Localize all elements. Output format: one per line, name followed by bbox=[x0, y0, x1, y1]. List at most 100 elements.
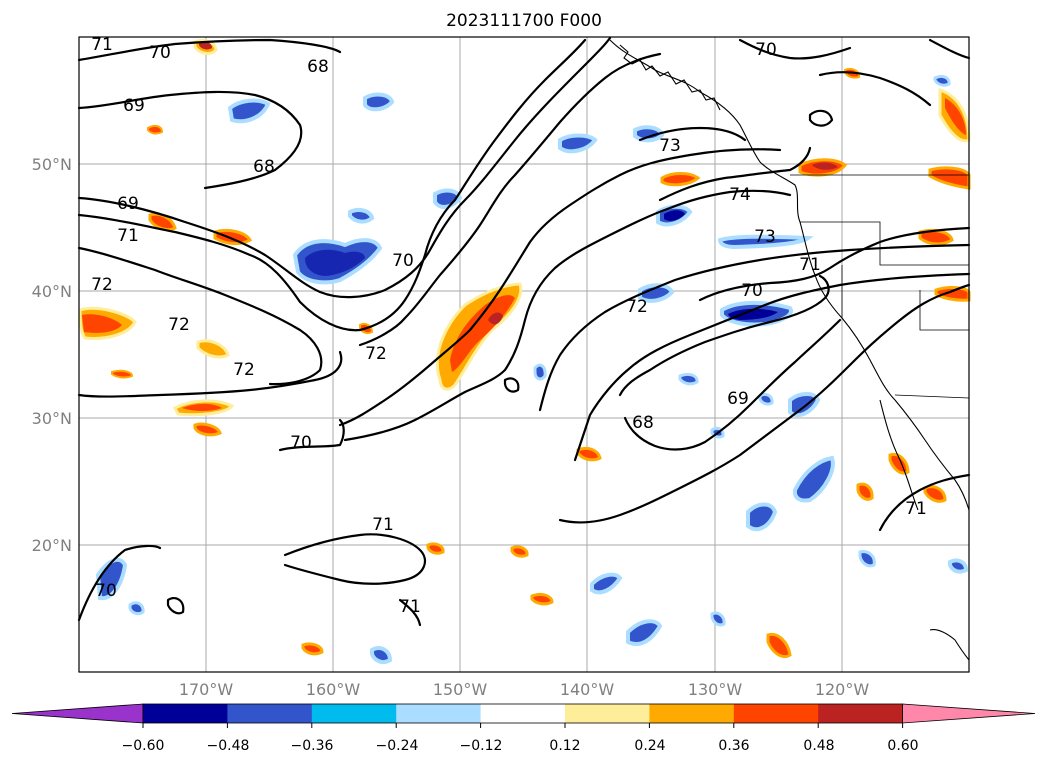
anomaly-blob bbox=[633, 125, 665, 143]
colorbar-tick-label: 0.60 bbox=[887, 738, 918, 754]
anomaly-blob bbox=[370, 646, 393, 665]
anomaly-blob bbox=[426, 542, 445, 555]
contour-label: 70 bbox=[392, 251, 414, 271]
colorbar-swatch bbox=[649, 704, 735, 723]
colorbar-swatch bbox=[818, 704, 904, 723]
anomaly-blob bbox=[660, 172, 701, 187]
anomaly-blob bbox=[626, 619, 663, 646]
anomaly-blob bbox=[728, 308, 778, 320]
anomaly-blob bbox=[213, 228, 253, 246]
lon-tick-label: 150°W bbox=[433, 680, 488, 699]
contour-label: 71 bbox=[91, 35, 113, 55]
colorbar-tick-label: 0.12 bbox=[549, 738, 580, 754]
contour-label: 68 bbox=[307, 57, 329, 77]
contour-line bbox=[818, 71, 932, 107]
contour-line bbox=[77, 90, 303, 190]
colorbar-swatch bbox=[902, 703, 1036, 724]
colorbar-swatches bbox=[11, 703, 1036, 724]
anomaly-blob bbox=[923, 485, 947, 503]
contour-line bbox=[283, 533, 427, 585]
colorbar-tick-label: 0.24 bbox=[634, 738, 665, 754]
contour-line bbox=[573, 272, 971, 462]
anomaly-blob bbox=[147, 124, 164, 135]
contour-label: 72 bbox=[168, 315, 190, 335]
lon-tick-label: 130°W bbox=[688, 680, 743, 699]
contour-line bbox=[358, 52, 662, 347]
contour-label: 74 bbox=[729, 185, 751, 205]
map-frame bbox=[78, 36, 970, 673]
anomaly-blob bbox=[812, 162, 838, 170]
contour-label: 71 bbox=[799, 255, 821, 275]
colorbar-swatch bbox=[733, 704, 819, 723]
contour-line bbox=[738, 38, 852, 60]
anomaly-blob bbox=[678, 372, 699, 386]
colorbar-tick-label: −0.48 bbox=[207, 738, 250, 754]
contour-line bbox=[338, 148, 782, 427]
contour-line bbox=[558, 283, 971, 524]
anomaly-blob bbox=[710, 611, 726, 627]
anomaly-blob bbox=[227, 98, 271, 124]
anomaly-blob bbox=[717, 234, 814, 250]
anomaly-blob bbox=[758, 392, 774, 406]
anomaly-blob bbox=[856, 482, 874, 501]
contour-label: 70 bbox=[741, 281, 763, 301]
contour-label: 71 bbox=[905, 499, 927, 519]
baja-california-coastline bbox=[879, 399, 919, 511]
colorbar-swatch bbox=[11, 703, 144, 724]
anomaly-blob bbox=[533, 363, 547, 381]
contour-line bbox=[278, 418, 345, 452]
contour-label: 73 bbox=[659, 136, 681, 156]
negative-anomaly-blobs bbox=[95, 74, 969, 665]
contour-label: 73 bbox=[754, 227, 776, 247]
anomaly-blob bbox=[348, 208, 375, 224]
contour-label: 68 bbox=[632, 413, 654, 433]
anomaly-blob bbox=[576, 446, 602, 462]
contour-label: 72 bbox=[233, 360, 255, 380]
contour-label: 70 bbox=[290, 433, 312, 453]
anomaly-blob bbox=[128, 601, 145, 616]
colorbar-tick-label: −0.12 bbox=[460, 738, 503, 754]
anomaly-blob bbox=[488, 312, 503, 325]
us-mexico-border bbox=[894, 394, 970, 399]
contour-label: 68 bbox=[253, 157, 275, 177]
colorbar-tick-label: −0.24 bbox=[376, 738, 419, 754]
state-border bbox=[800, 221, 969, 266]
anomaly-blob bbox=[111, 369, 134, 379]
contour-line bbox=[698, 226, 971, 302]
anomaly-blob bbox=[199, 41, 212, 50]
north-america-coastline bbox=[609, 39, 970, 511]
anomaly-blob bbox=[766, 632, 792, 658]
contour-label: 69 bbox=[123, 96, 145, 116]
lat-tick-label: 40°N bbox=[32, 282, 72, 301]
map-title: 2023111700 F000 bbox=[446, 11, 602, 31]
contour-line bbox=[623, 318, 842, 451]
anomaly-blob bbox=[305, 249, 365, 276]
anomaly-blob bbox=[193, 422, 222, 437]
colorbar-frame bbox=[142, 703, 903, 724]
contour-line bbox=[343, 189, 792, 442]
alaska-panhandle-islands bbox=[619, 44, 721, 111]
colorbar: −0.60 −0.48 −0.36 −0.24 −0.12 0.12 0.24 … bbox=[11, 703, 1036, 754]
lat-tick-label: 20°N bbox=[32, 536, 72, 555]
contour-label: 72 bbox=[365, 344, 387, 364]
contour-line bbox=[77, 350, 343, 398]
anomaly-blob bbox=[510, 545, 529, 558]
contour-line bbox=[77, 38, 587, 332]
contour-line bbox=[77, 38, 342, 62]
contour-label: 70 bbox=[149, 43, 171, 63]
colorbar-swatch bbox=[227, 704, 313, 723]
contour-line bbox=[878, 473, 971, 532]
lon-tick-label: 140°W bbox=[560, 680, 615, 699]
mexico-coastline bbox=[929, 629, 970, 661]
contour-line bbox=[808, 109, 834, 127]
colorbar-tick-labels: −0.60 −0.48 −0.36 −0.24 −0.12 0.12 0.24 … bbox=[122, 738, 919, 754]
anomaly-blob bbox=[792, 455, 835, 503]
shaded-anomaly-field bbox=[78, 38, 971, 665]
anomaly-blob bbox=[363, 92, 395, 112]
contour-label: 69 bbox=[117, 194, 139, 214]
anomaly-blob bbox=[746, 502, 778, 532]
longitude-tick-labels: 170°W 160°W 150°W 140°W 130°W 120°W bbox=[179, 680, 870, 699]
anomaly-blob bbox=[933, 74, 951, 87]
contour-label: 71 bbox=[372, 515, 394, 535]
